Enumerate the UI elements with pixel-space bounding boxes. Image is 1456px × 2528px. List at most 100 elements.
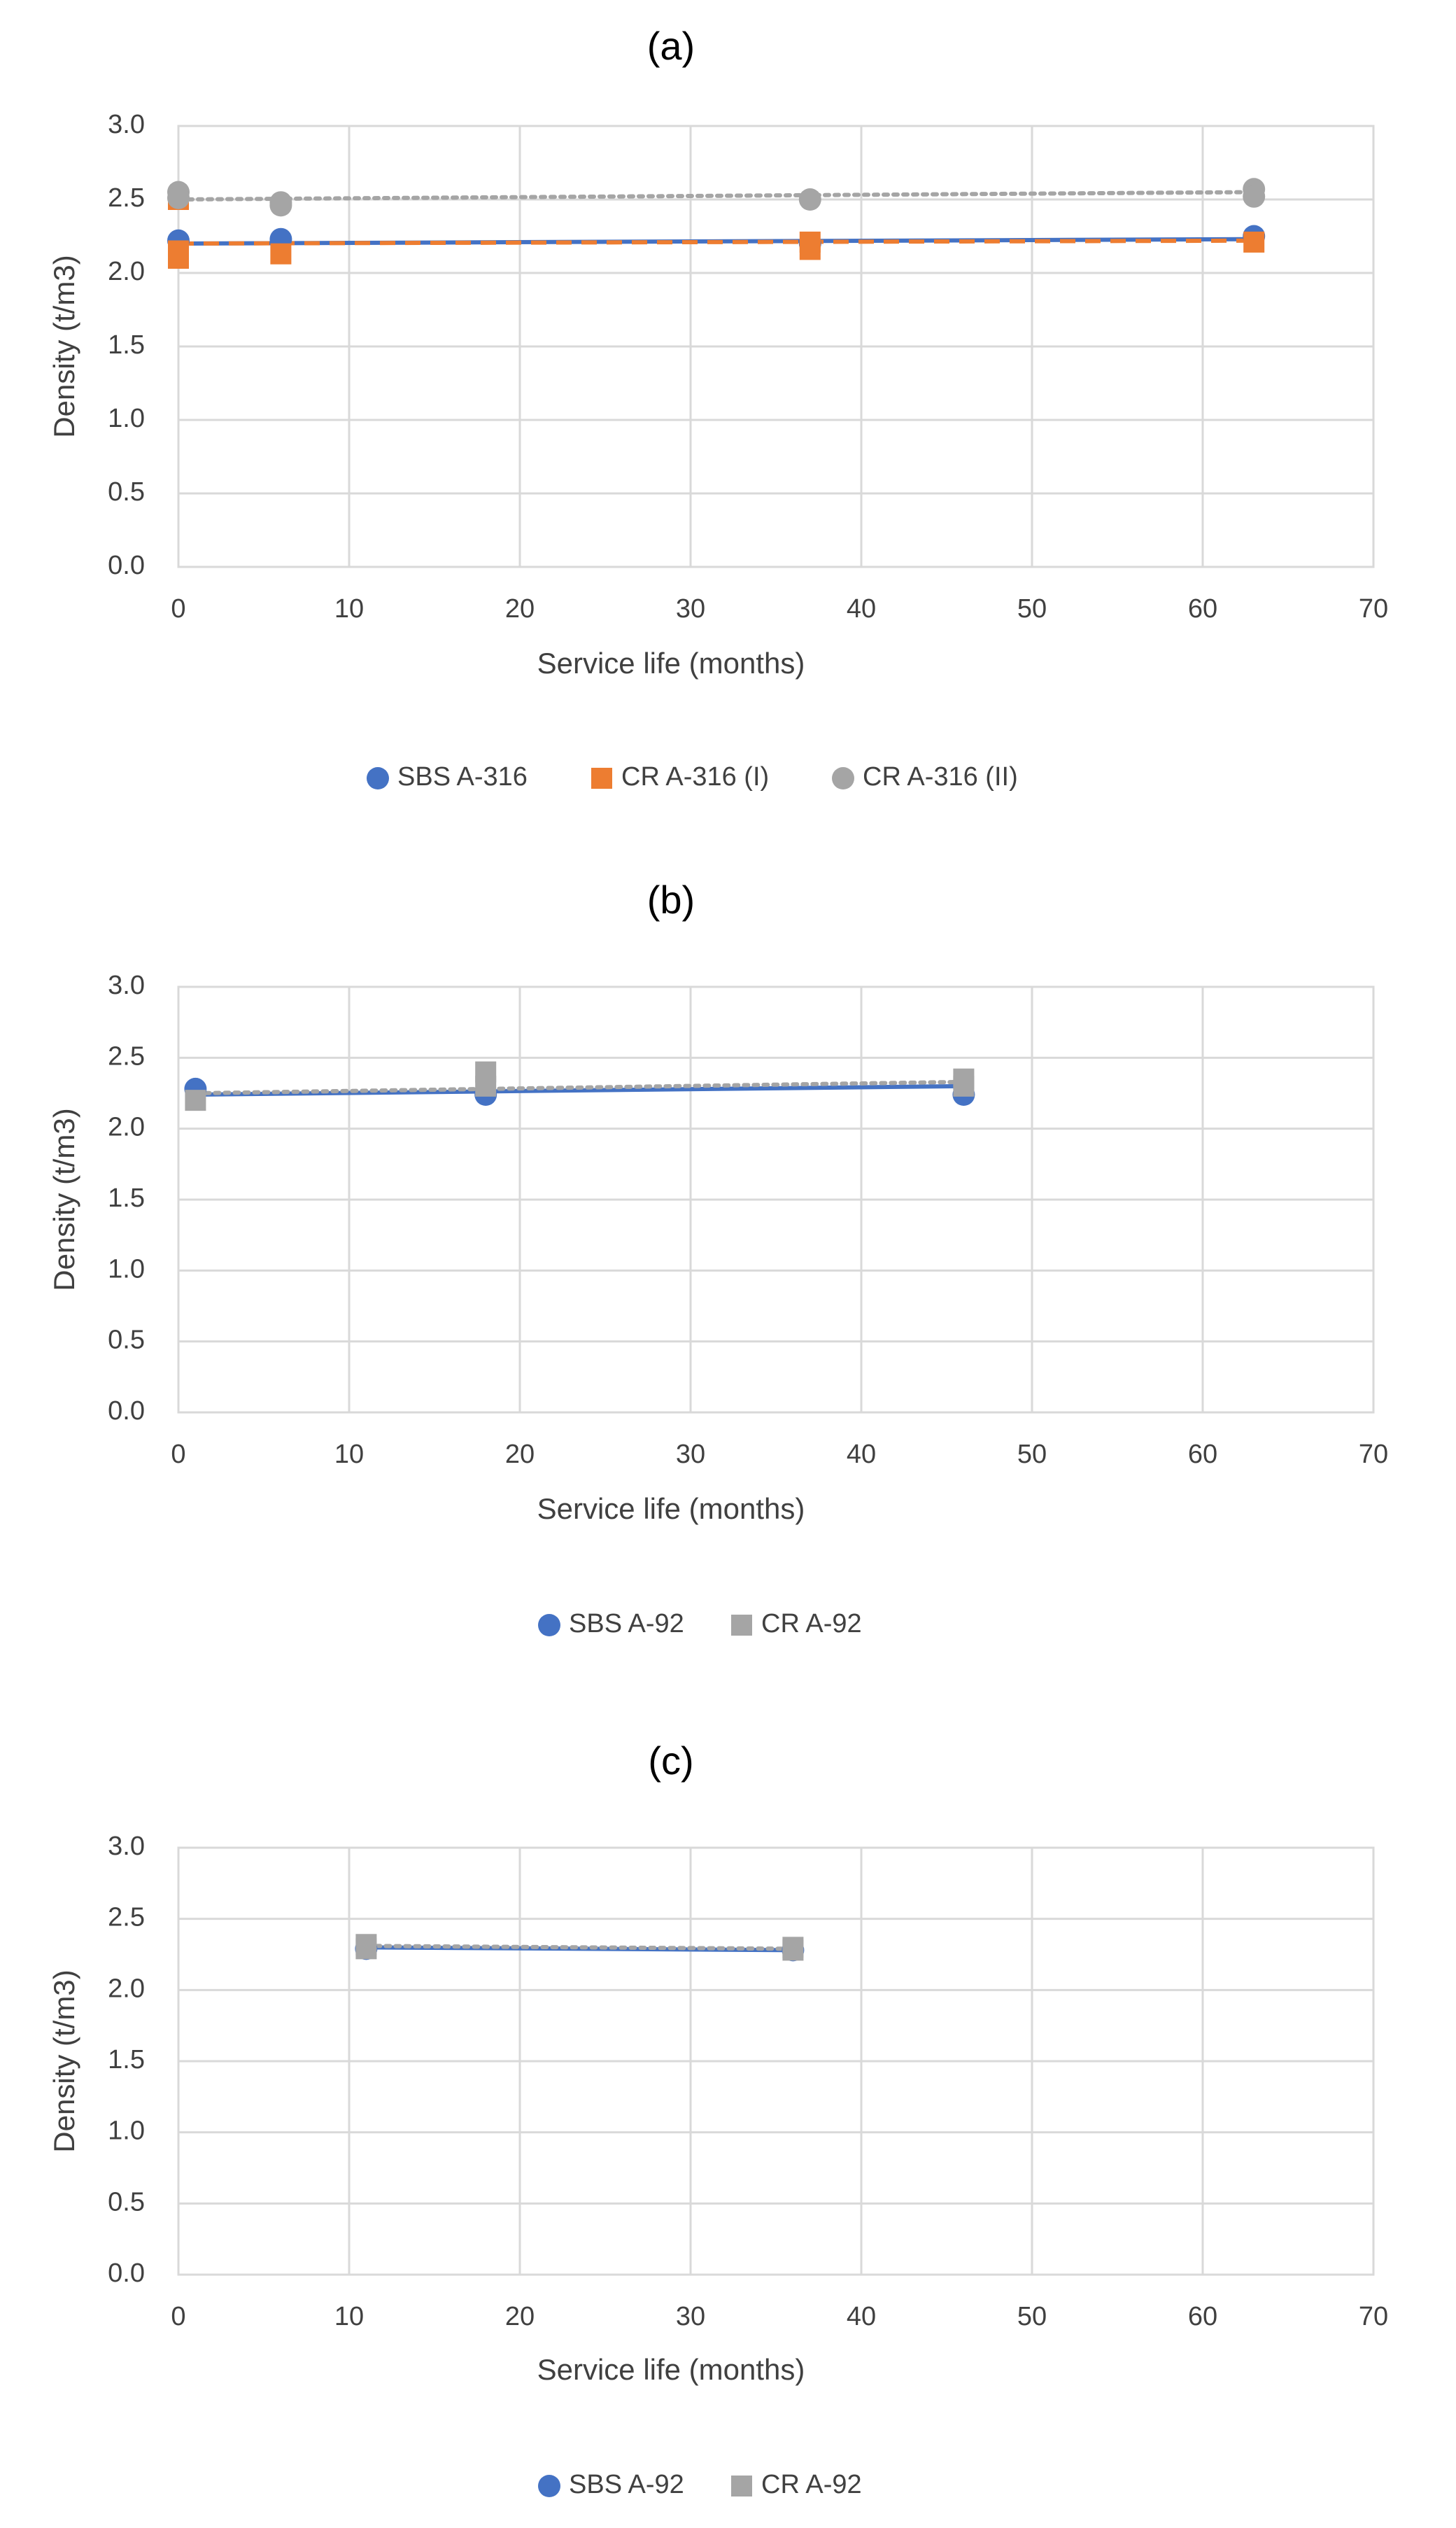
y-axis-title: Density (t/m3): [48, 1969, 80, 2152]
x-tick-label: 20: [505, 594, 535, 624]
legend-marker: [832, 767, 854, 789]
chart-panel-c: (c) 0.0 0.5 1.0 1.5 2.0 2.5 3.0 0 10 20 30 40 50 60 70 S…: [48, 1739, 1388, 2499]
y-tick-label: 1.0: [108, 1254, 145, 1284]
y-tick-label: 2.0: [108, 257, 145, 286]
y-tick-label: 1.0: [108, 2116, 145, 2146]
x-tick-label: 60: [1188, 2302, 1217, 2331]
y-tick-label: 0.5: [108, 2187, 145, 2217]
y-tick-label: 0.0: [108, 1396, 145, 1426]
x-tick-label: 70: [1359, 1440, 1388, 1469]
x-tick-label: 70: [1359, 2302, 1388, 2331]
y-tick-label: 1.0: [108, 404, 145, 433]
panel-label: (b): [647, 878, 695, 922]
trendline-cr-a-316-ii: [176, 190, 1257, 202]
trendline-cr-a-92: [364, 1944, 796, 1951]
trendline-cr-a-316-i: [178, 238, 1254, 246]
x-tick-label: 10: [334, 2302, 364, 2331]
legend-label: SBS A-316: [397, 762, 528, 792]
series-cr-a-92: [355, 1934, 804, 1961]
legend-marker: [731, 2476, 752, 2497]
y-tick-label: 2.0: [108, 1974, 145, 2003]
y-tick-label: 0.5: [108, 477, 145, 507]
x-tick-label: 70: [1359, 594, 1388, 624]
data-point: [1243, 231, 1265, 253]
y-tick-label: 3.0: [108, 110, 145, 139]
data-point: [799, 239, 821, 260]
data-point: [1243, 185, 1266, 208]
y-axis-title: Density (t/m3): [48, 1108, 80, 1291]
x-tick-label: 60: [1188, 1440, 1217, 1469]
y-tick-label: 0.0: [108, 551, 145, 580]
x-tick-label: 50: [1017, 594, 1047, 624]
data-point: [167, 186, 190, 209]
x-tick-label: 10: [334, 594, 364, 624]
plot-area: [177, 985, 1375, 1414]
x-tick-label: 20: [505, 1440, 535, 1469]
x-tick-label: 0: [171, 2302, 185, 2331]
x-tick-label: 40: [847, 594, 876, 624]
y-tick-label: 2.5: [108, 183, 145, 213]
y-tick-label: 2.5: [108, 1903, 145, 1932]
y-tick-label: 0.5: [108, 1326, 145, 1355]
legend-label: SBS A-92: [569, 2470, 684, 2499]
x-tick-label: 0: [171, 1440, 185, 1469]
data-point: [355, 1938, 377, 1960]
x-axis-title: Service life (months): [537, 1492, 805, 1525]
legend-item-cr-a-316-ii: CR A-316 (II): [832, 762, 1018, 792]
series-cr-a-316-ii: [167, 178, 1266, 217]
x-axis-title: Service life (months): [537, 647, 805, 680]
legend-marker: [731, 1615, 752, 1636]
legend-label: CR A-92: [761, 2470, 862, 2499]
y-tick-label: 1.5: [108, 1184, 145, 1213]
chart-panel-a: (a) 0.0 0.5 1.0 1.5 2.0 2.5 3.0 0 10 20 30 40 50 60 70 S…: [48, 24, 1388, 792]
x-tick-label: 50: [1017, 1440, 1047, 1469]
data-point: [269, 194, 292, 217]
data-point: [168, 248, 189, 269]
legend-item-cr-a-92: CR A-92: [731, 1609, 862, 1638]
legend-item-sbs-a-92: SBS A-92: [538, 2470, 684, 2499]
data-point: [782, 1939, 804, 1961]
y-tick-label: 3.0: [108, 971, 145, 1000]
x-tick-label: 30: [676, 2302, 705, 2331]
legend-marker: [367, 767, 389, 789]
legend-item-sbs-a-316: SBS A-316: [367, 762, 528, 792]
trendline-cr-a-92: [193, 1079, 966, 1095]
legend-marker: [538, 2475, 560, 2497]
panel-label: (c): [648, 1739, 693, 1783]
x-axis-title: Service life (months): [537, 2353, 805, 2386]
legend-item-cr-a-92: CR A-92: [731, 2470, 862, 2499]
legend-item-cr-a-316-i: CR A-316 (I): [591, 762, 769, 792]
data-point: [475, 1075, 497, 1097]
y-axis-title: Density (t/m3): [48, 255, 80, 437]
x-tick-label: 0: [171, 594, 185, 624]
x-tick-label: 30: [676, 1440, 705, 1469]
plot-area: [177, 1846, 1375, 2276]
y-tick-label: 2.0: [108, 1113, 145, 1142]
data-point: [185, 1090, 206, 1111]
x-tick-label: 50: [1017, 2302, 1047, 2331]
y-tick-label: 1.5: [108, 330, 145, 360]
x-tick-label: 60: [1188, 594, 1217, 624]
x-tick-label: 10: [334, 1440, 364, 1469]
y-tick-label: 2.5: [108, 1041, 145, 1071]
data-point: [270, 243, 292, 265]
x-tick-label: 30: [676, 594, 705, 624]
x-tick-label: 40: [847, 2302, 876, 2331]
chart-panel-b: (b) 0.0 0.5 1.0 1.5 2.0 2.5 3.0 0 10 20 30 40 50 60 70 S…: [48, 878, 1388, 1638]
legend-item-sbs-a-92: SBS A-92: [538, 1609, 684, 1638]
legend-label: CR A-316 (I): [621, 762, 769, 792]
x-tick-label: 40: [847, 1440, 876, 1469]
y-tick-label: 1.5: [108, 2045, 145, 2074]
legend-label: SBS A-92: [569, 1609, 684, 1638]
series-cr-a-92: [185, 1061, 975, 1111]
x-tick-label: 20: [505, 2302, 535, 2331]
data-point: [798, 188, 821, 211]
plot-area: [177, 125, 1375, 568]
legend-marker: [538, 1614, 560, 1636]
legend-label: CR A-92: [761, 1609, 862, 1638]
series-cr-a-316-i: [168, 189, 1265, 269]
legend-marker: [591, 768, 612, 789]
y-tick-label: 3.0: [108, 1832, 145, 1861]
legend-label: CR A-316 (II): [863, 762, 1018, 792]
